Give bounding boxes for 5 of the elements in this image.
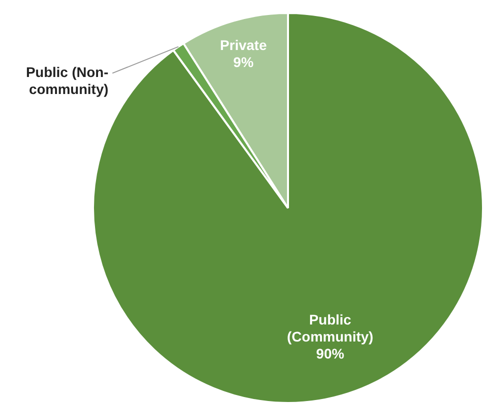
slice-label: Public (Non-community) — [26, 64, 109, 98]
data-label: 9% — [233, 54, 254, 70]
slice-label: Public (Community) — [287, 312, 374, 345]
data-label: 90% — [316, 346, 345, 362]
slice-label: Private — [220, 36, 267, 53]
